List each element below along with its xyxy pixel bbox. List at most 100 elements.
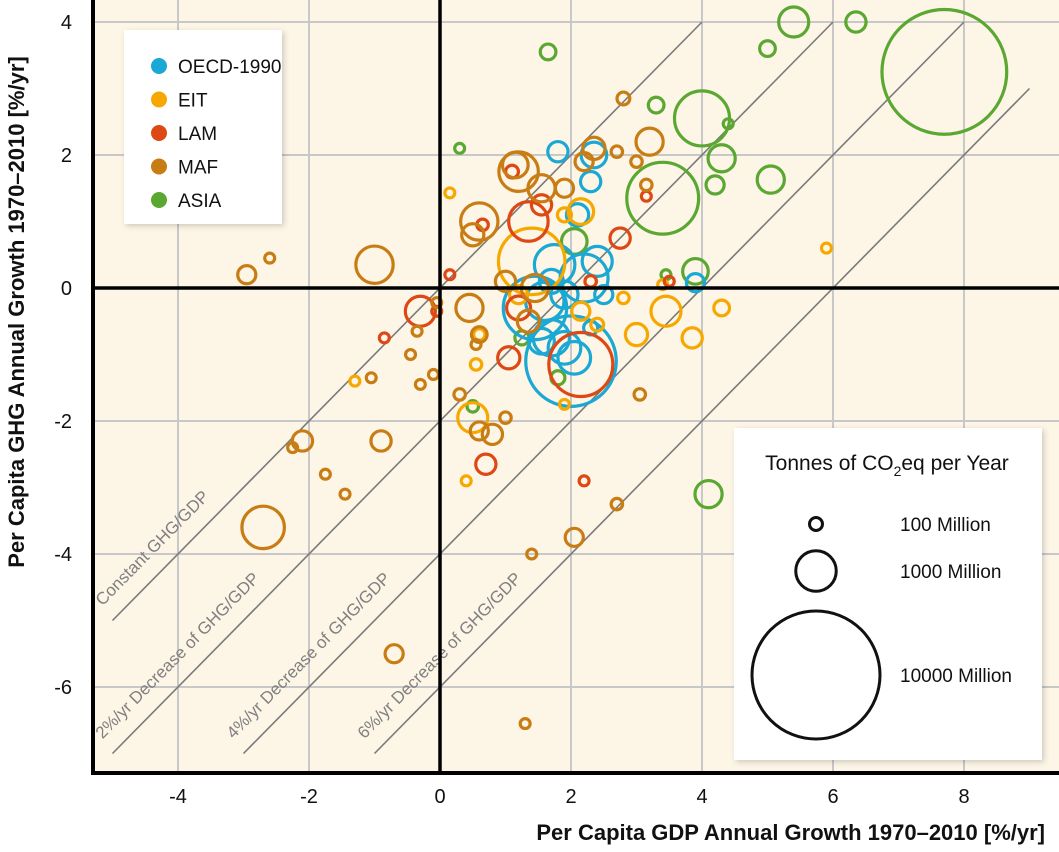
y-tick-label: 2: [61, 145, 72, 167]
bubble-lam: [474, 452, 498, 476]
bubble-maf: [553, 177, 576, 199]
bubble-maf: [338, 487, 352, 501]
bubble-eit: [649, 294, 683, 328]
bubbles: [236, 5, 1009, 731]
reference-line: [373, 87, 1031, 755]
size-legend-circle: [808, 516, 824, 532]
x-tick-label: 4: [696, 786, 707, 808]
legend-swatch-oecd-1990: [151, 58, 167, 74]
bubble-asia: [777, 5, 811, 39]
bubble-maf: [364, 371, 378, 385]
bubble-maf: [525, 547, 539, 561]
bubble-oecd-1990: [527, 326, 556, 356]
x-tick-label: 6: [827, 786, 838, 808]
y-tick-label: -2: [54, 411, 72, 433]
size-legend-circle: [750, 609, 882, 741]
bubble-eit: [348, 374, 362, 388]
bubble-maf: [615, 90, 632, 107]
bubble-asia: [646, 95, 666, 115]
bubble-asia: [693, 478, 724, 510]
legend-label: LAM: [178, 124, 217, 145]
bubble-oecd-1990: [546, 329, 583, 366]
bubble-lam: [529, 193, 554, 217]
y-tick-label: -4: [54, 544, 72, 566]
bubble-eit: [459, 474, 473, 488]
bubble-maf: [240, 504, 286, 551]
bubble-oecd-1990: [578, 169, 603, 194]
bubble-asia: [706, 143, 737, 174]
bubble-eit: [566, 197, 596, 226]
y-axis-title: Per Capita GHG Annual Growth 1970–2010 […: [4, 56, 29, 567]
legend-label: MAF: [178, 158, 218, 179]
bubble-oecd-1990: [564, 202, 591, 228]
bubble-maf: [468, 420, 490, 442]
legend-swatch-lam: [151, 125, 167, 141]
x-tick-label: 8: [958, 786, 969, 808]
region-legend-box: [124, 30, 282, 224]
bubble-asia: [880, 7, 1009, 136]
size-legend-circle: [794, 549, 838, 593]
size-legend-label: 1000 Million: [900, 562, 1001, 583]
bubble-eit: [507, 283, 530, 306]
region-legend: OECD-1990 EIT LAM MAF ASIA: [124, 30, 282, 224]
bubble-oecd-1990: [537, 267, 565, 295]
bubble-maf: [629, 154, 644, 169]
bubble-asia: [704, 174, 726, 196]
bubble-maf: [403, 347, 418, 362]
bubble-maf: [452, 387, 467, 402]
bubble-eit: [680, 326, 704, 350]
legend-swatch-asia: [151, 192, 167, 208]
bubble-maf: [632, 387, 648, 402]
bubble-eit: [819, 241, 834, 255]
bubble-lam: [443, 268, 457, 282]
bubble-asia: [559, 227, 589, 256]
bubble-maf: [369, 429, 393, 453]
bubble-eit: [443, 186, 457, 200]
bubble-maf: [518, 717, 532, 731]
bubble-maf: [500, 150, 530, 180]
bubble-eit: [570, 300, 592, 322]
bubble-asia: [465, 399, 481, 414]
bubble-lam: [507, 200, 550, 243]
bubble-eit: [616, 290, 631, 306]
bubble-maf: [413, 377, 427, 391]
bubble-eit: [557, 397, 572, 411]
axes: [91, 0, 1059, 775]
legend-swatch-eit: [151, 91, 167, 108]
y-tick-label: -6: [54, 677, 72, 699]
bubble-eit: [589, 316, 606, 333]
bubble-maf: [498, 410, 513, 425]
legend-label: EIT: [178, 91, 208, 112]
bubble-oecd-1990: [546, 139, 570, 164]
size-legend-title: Tonnes of CO2eq per Year: [765, 452, 1009, 479]
bubble-maf: [263, 251, 277, 265]
bubble-oecd-1990: [556, 339, 593, 376]
y-tick-label: 0: [61, 278, 72, 300]
bubble-oecd-1990: [579, 140, 609, 170]
ticks: -4 -2 0 2 4 6 8 4 2 0 -2 -4 -6: [54, 12, 969, 808]
bubble-asia: [755, 164, 786, 195]
size-legend-label: 10000 Million: [900, 666, 1012, 687]
size-legend-box: [734, 428, 1042, 760]
bubble-maf: [634, 126, 665, 157]
bubble-oecd-1990: [684, 272, 707, 294]
bubble-eit: [456, 401, 490, 435]
bubble-maf: [290, 429, 315, 453]
legend-swatch-maf: [151, 158, 167, 175]
bubble-maf: [639, 177, 654, 193]
bubble-eit: [496, 226, 567, 297]
bubble-lam: [547, 330, 615, 399]
x-tick-label: -4: [169, 786, 187, 808]
bubble-maf: [515, 308, 542, 334]
bubble-asia: [453, 141, 467, 155]
bubble-asia: [538, 42, 558, 62]
bubble-maf: [609, 144, 625, 159]
bubble-maf: [286, 441, 300, 455]
bubble-eit: [712, 298, 732, 318]
bubble-oecd-1990: [524, 314, 618, 409]
bubble-maf: [581, 135, 607, 162]
bubble-lam: [577, 474, 591, 488]
y-tick-label: 4: [61, 12, 72, 34]
bubble-maf: [383, 643, 405, 665]
